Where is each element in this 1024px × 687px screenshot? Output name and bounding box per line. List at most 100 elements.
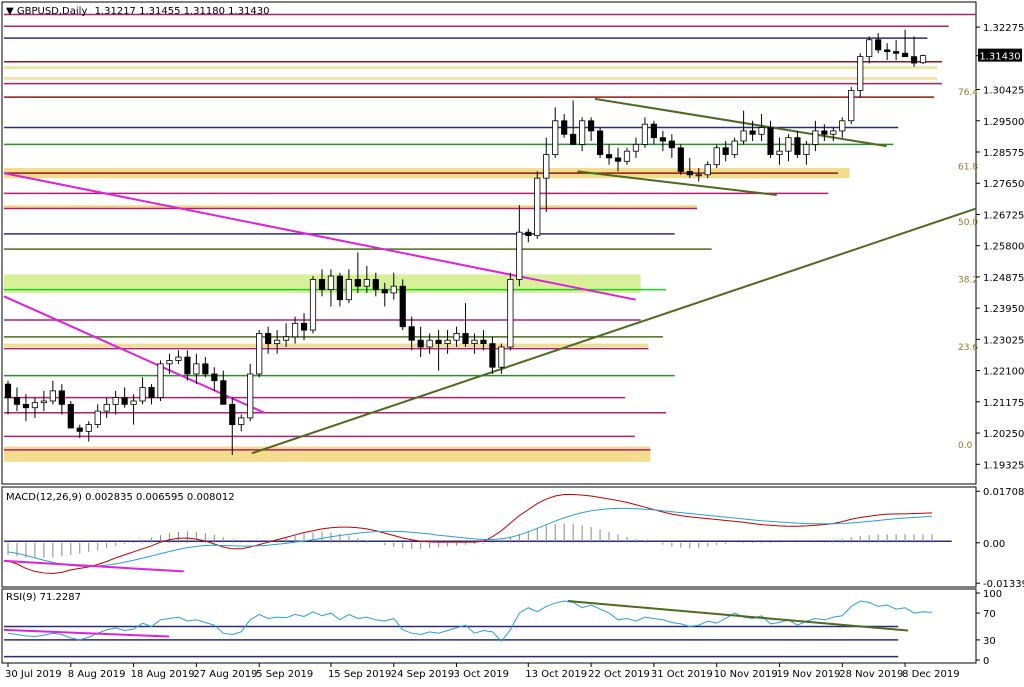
zone-band [4, 76, 938, 80]
candle-body [740, 130, 747, 142]
date-tick-label: 8 Aug 2019 [68, 669, 126, 680]
rsi-levels [4, 625, 899, 658]
candle-body [695, 174, 702, 177]
symbol-label: GBPUSD,Daily [17, 6, 88, 17]
candle-body [516, 231, 523, 280]
date-tick-label: 18 Aug 2019 [131, 669, 195, 680]
candle-body [4, 383, 12, 399]
candle-body [579, 120, 586, 145]
price-pane[interactable]: 76.461.850.038.223.60.0 1.322751.304251.… [1, 1, 1024, 485]
rsi-pane[interactable]: RSI(9) 71.2287 100 70 30 0 [1, 588, 1002, 667]
candle-body [632, 144, 640, 152]
candle-body [623, 150, 631, 162]
price-tick-label: 1.26725 [983, 210, 1024, 221]
zone-band [4, 446, 651, 462]
price-tick-label: 1.28575 [983, 148, 1024, 159]
candle-body [435, 339, 442, 344]
candle-body [641, 123, 649, 145]
candle-body [731, 140, 738, 155]
candle-body [812, 130, 819, 145]
trendline [251, 207, 977, 455]
zone-band [4, 205, 698, 209]
candle-body [85, 424, 92, 432]
macd-axis: 0.017089 0.00 -0.013398 [976, 487, 1024, 590]
candle-body [274, 339, 281, 344]
candle-body [58, 390, 65, 405]
date-tick-label: 31 Oct 2019 [651, 669, 713, 680]
price-tick-label: 1.21175 [983, 398, 1024, 409]
candle-body [238, 417, 245, 426]
price-tick-label: 1.30425 [983, 86, 1024, 97]
candle-body [31, 402, 39, 409]
candle-body [175, 356, 182, 361]
candle-body [13, 397, 21, 405]
candle-body [866, 39, 873, 58]
candle-body [193, 363, 200, 375]
candle-body [408, 326, 415, 341]
candle-body [67, 403, 74, 429]
price-tick-label: 1.23025 [983, 335, 1024, 346]
candle-body [166, 360, 173, 365]
price-tick-label: 1.22100 [983, 367, 1024, 378]
candle-body [830, 130, 837, 135]
candle-body [229, 403, 236, 426]
fib-label: 76.4 [958, 88, 978, 98]
candle-body [372, 279, 379, 290]
candle-body [211, 373, 218, 382]
candle-body [309, 279, 317, 331]
candle-body [614, 157, 622, 162]
candle-body [103, 403, 110, 412]
candlesticks [4, 29, 927, 455]
trendline [3, 172, 636, 301]
candle-body [148, 387, 155, 399]
macd-tick-label: 0.00 [983, 539, 1005, 550]
macd-title: MACD(12,26,9) 0.002835 0.006595 0.008012 [6, 492, 235, 503]
candle-body [893, 51, 900, 54]
macd-pane[interactable]: MACD(12,26,9) 0.002835 0.006595 0.008012… [1, 486, 1024, 590]
fib-label: 0.0 [958, 441, 973, 451]
candle-body [220, 380, 227, 405]
price-tick-label: 1.27650 [983, 179, 1024, 190]
candle-body [803, 144, 810, 155]
macd-trendline [3, 559, 184, 573]
candle-body [794, 137, 801, 155]
date-tick-label: 13 Oct 2019 [525, 669, 587, 680]
macd-tick-label: -0.013398 [983, 579, 1024, 590]
candle-body [534, 177, 541, 236]
candle-body [507, 279, 514, 348]
candle-body [202, 363, 209, 375]
candle-body [668, 140, 675, 149]
dropdown-arrow-icon[interactable]: ▼ [6, 6, 17, 17]
candle-body [399, 285, 406, 328]
signal-line [7, 507, 933, 567]
macd-tick-label: 0.017089 [983, 487, 1024, 498]
horizontal-levels [4, 13, 976, 451]
chart-header-symbol: ▼ GBPUSD,Daily 1.31217 1.31455 1.31180 1… [6, 6, 270, 17]
current-price-label: 1.31430 [979, 52, 1020, 63]
rsi-trendlines [3, 600, 909, 638]
trendline [594, 97, 887, 148]
candle-body [722, 147, 729, 155]
candle-body [848, 89, 855, 122]
candle-body [588, 120, 595, 132]
candle-body [489, 343, 496, 368]
candle-body [525, 231, 532, 236]
candle-body [919, 55, 927, 64]
price-tick-label: 1.19325 [983, 460, 1024, 471]
candle-body [94, 410, 101, 426]
candle-body [345, 279, 352, 301]
candle-body [713, 147, 720, 166]
candle-body [480, 339, 487, 344]
candle-body [184, 356, 191, 375]
candle-body [901, 52, 909, 58]
candle-body [910, 56, 918, 64]
candle-body [462, 333, 469, 344]
candle-body [686, 171, 693, 176]
candle-body [49, 390, 56, 402]
candle-body [767, 127, 774, 155]
candle-body [677, 147, 684, 172]
candle-body [543, 154, 550, 179]
fib-label: 23.6 [958, 343, 978, 353]
